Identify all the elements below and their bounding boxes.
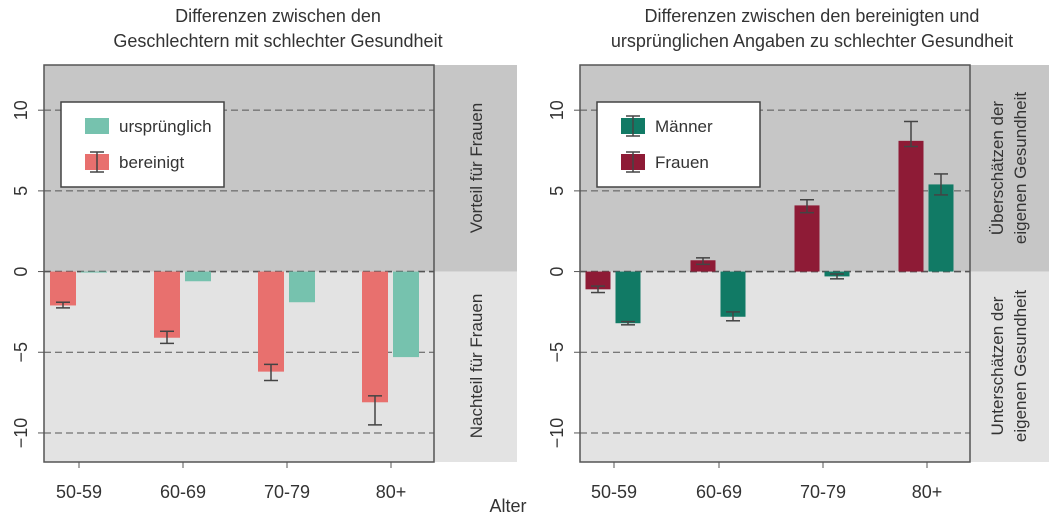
left-y-tick-label: 5: [11, 186, 31, 196]
right-legend-label: Frauen: [655, 153, 709, 172]
left-y-tick-label: −5: [11, 342, 31, 363]
left-band-label-bottom: Nachteil für Frauen: [467, 294, 486, 439]
left-plot-frame: [43, 64, 435, 463]
right-y-tick-label: −10: [547, 418, 567, 449]
left-bar-ursprünglich: [289, 271, 315, 303]
right-band-label-top-line1: Überschätzen der: [988, 101, 1007, 236]
left-band-label-top: Vorteil für Frauen: [467, 103, 486, 233]
right-x-tick-label: 70-79: [800, 482, 846, 502]
left-legend-swatch: [85, 118, 109, 134]
x-axis-label: Alter: [489, 496, 526, 516]
right-bar-frauen: [794, 205, 820, 272]
left-chart-title-line1: Differenzen zwischen den: [175, 6, 381, 26]
left-bar-bereinigt: [154, 271, 180, 338]
right-y-tick-label: −5: [547, 342, 567, 363]
right-chart-title-line2: ursprünglichen Angaben zu schlechter Ges…: [611, 31, 1013, 51]
right-bar-männer: [928, 184, 954, 272]
left-bar-ursprünglich: [81, 271, 107, 273]
right-bar-frauen: [898, 140, 924, 272]
right-bar-frauen: [690, 260, 716, 272]
right-x-tick-label: 60-69: [696, 482, 742, 502]
right-x-tick-label: 80+: [912, 482, 943, 502]
right-band-bottom: [580, 271, 1049, 462]
right-y-tick-label: 10: [547, 100, 567, 120]
left-x-tick-label: 60-69: [160, 482, 206, 502]
left-x-tick-label: 50-59: [56, 482, 102, 502]
right-band-label-top-line2: eigenen Gesundheit: [1011, 92, 1030, 244]
left-x-tick-label: 80+: [376, 482, 407, 502]
left-chart-title-line2: Geschlechtern mit schlechter Gesundheit: [113, 31, 442, 51]
right-legend: [596, 101, 761, 188]
right-bar-männer: [720, 271, 746, 317]
right-chart: 10 5 0 −5 −10 50-59 60-69 70-79 80+ Männer Frauen: [547, 64, 1049, 502]
left-legend-label: bereinigt: [119, 153, 184, 172]
right-chart-title-line1: Differenzen zwischen den bereinigten und: [645, 6, 980, 26]
left-legend-label: ursprünglich: [119, 117, 212, 136]
left-chart: 10 5 0 −5 −10 50-59 60-69 70-79 80+ ursprünglich b…: [11, 64, 517, 502]
left-legend: [60, 101, 225, 188]
left-y-tick-label: −10: [11, 418, 31, 449]
right-x-tick-label: 50-59: [591, 482, 637, 502]
right-legend-label: Männer: [655, 117, 713, 136]
left-bar-bereinigt: [50, 271, 76, 306]
left-bar-bereinigt: [258, 271, 284, 372]
left-x-tick-label: 70-79: [264, 482, 310, 502]
left-y-tick-label: 0: [11, 267, 31, 277]
right-band-label-bottom-line2: eigenen Gesundheit: [1011, 290, 1030, 442]
right-bar-männer: [615, 271, 641, 324]
right-plot-frame: [579, 64, 971, 463]
right-y-tick-label: 5: [547, 186, 567, 196]
left-bar-bereinigt: [362, 271, 388, 403]
right-band-label-bottom-line1: Unterschätzen der: [988, 296, 1007, 435]
right-y-tick-label: 0: [547, 267, 567, 277]
left-bar-ursprünglich: [393, 271, 419, 358]
left-y-tick-label: 10: [11, 100, 31, 120]
left-bar-ursprünglich: [185, 271, 211, 282]
right-bar-frauen: [585, 271, 611, 290]
